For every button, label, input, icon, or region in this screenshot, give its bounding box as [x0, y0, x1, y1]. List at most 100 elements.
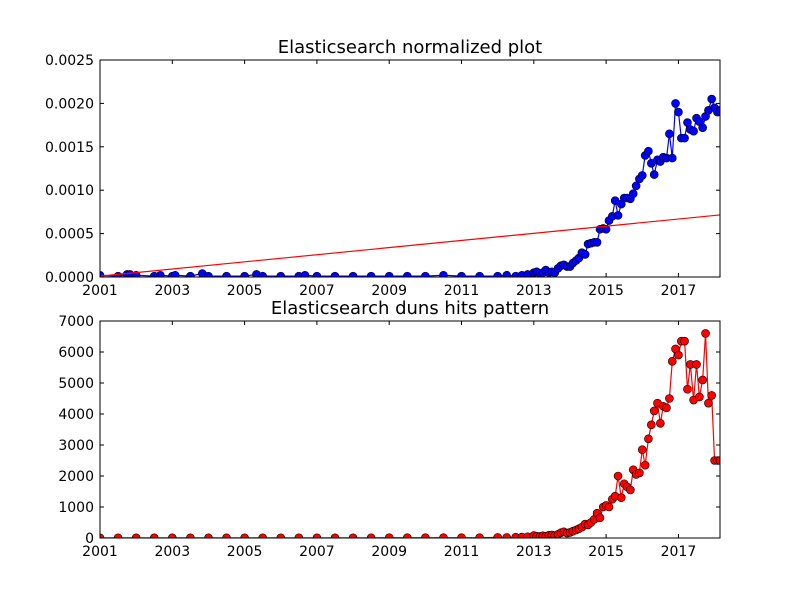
normalized-plot-series-line-1 — [100, 214, 720, 277]
duns-hits-x-tick-label: 2001 — [82, 544, 118, 560]
duns-hits-y-tick-label: 6000 — [58, 345, 94, 361]
normalized-plot-data-point — [475, 271, 484, 277]
duns-hits-data-point — [644, 434, 653, 444]
normalized-plot-data-point — [276, 271, 286, 277]
duns-hits-y-tick-label: 5000 — [58, 376, 94, 392]
normalized-plot-data-point — [613, 211, 623, 220]
duns-hits-data-point — [493, 533, 502, 538]
normalized-plot-data-point — [637, 171, 647, 180]
normalized-plot-x-tick-label: 2005 — [227, 283, 263, 299]
duns-hits-chart: Elasticsearch duns hits pattern 2001 2003… — [58, 298, 721, 560]
duns-hits-y-tick-label: 7000 — [58, 314, 94, 330]
duns-hits-x-tick-label: 2005 — [227, 544, 263, 560]
normalized-plot-x-tick-label: 2015 — [588, 283, 624, 299]
duns-hits-data-point — [647, 420, 656, 430]
normalized-plot-y-tick-label: 0.0015 — [45, 140, 94, 156]
duns-hits-y-tick-label: 4000 — [58, 407, 94, 423]
normalized-plot-title: Elasticsearch normalized plot — [278, 37, 543, 58]
normalized-plot-data-point — [580, 250, 590, 259]
duns-hits-x-tick-label: 2009 — [371, 544, 407, 560]
duns-hits-data-point — [595, 513, 605, 523]
normalized-plot-y-tick-label: 0.0005 — [45, 227, 94, 243]
duns-hits-x-tick-label: 2013 — [516, 544, 552, 560]
duns-hits-data-point — [656, 418, 665, 428]
duns-hits-data-point — [680, 336, 689, 346]
normalized-plot-data-point — [698, 123, 707, 133]
normalized-plot-data-point — [366, 271, 376, 277]
normalized-plot-chart: Elasticsearch normalized plot 2001 2003 20… — [45, 37, 721, 299]
duns-hits-data-point — [715, 456, 720, 465]
duns-hits-data-point — [640, 460, 650, 470]
normalized-plot-x-tick-label: 2007 — [299, 283, 335, 299]
duns-hits-frame — [99, 320, 721, 539]
normalized-plot-data-point — [592, 237, 602, 247]
normalized-plot-x-tick-label: 2009 — [371, 283, 407, 299]
duns-hits-x-tick-label: 2003 — [154, 544, 190, 560]
normalized-plot-data-point — [667, 153, 677, 163]
normalized-plot-data-point — [204, 271, 213, 277]
normalized-plot-data-point — [601, 224, 611, 234]
normalized-plot-data-point — [457, 271, 466, 277]
normalized-plot-data-point — [402, 271, 412, 277]
normalized-plot-x-tick-label: 2003 — [154, 283, 190, 299]
normalized-plot-data-point — [222, 271, 231, 277]
normalized-plot-x-tick-label: 2013 — [516, 283, 552, 299]
normalized-plot-data-point — [628, 189, 638, 198]
duns-hits-data-point — [637, 445, 647, 454]
normalized-plot-data-point — [715, 106, 720, 115]
normalized-plot-data-point — [186, 271, 195, 277]
normalized-plot-data-point — [384, 271, 394, 277]
normalized-plot-x-tick-label: 2011 — [444, 283, 480, 299]
duns-hits-y-tick-label: 0 — [85, 531, 94, 547]
duns-hits-data-point — [626, 485, 635, 495]
duns-hits-data-point — [604, 502, 614, 512]
duns-hits-y-tick-label: 1000 — [58, 500, 94, 516]
normalized-plot-data-point — [330, 271, 340, 277]
normalized-plot-x-axis: 2001 2003 2005 2007 2009 2011 2013 2015 2017 — [82, 60, 696, 299]
normalized-plot-x-tick-label: 2017 — [661, 283, 697, 299]
duns-hits-data-point — [662, 403, 671, 413]
duns-hits-data-point — [704, 398, 713, 408]
duns-hits-data-point — [683, 384, 692, 394]
duns-hits-data-point — [698, 375, 707, 385]
normalized-plot-frame — [99, 59, 721, 278]
duns-hits-plot-area — [100, 329, 720, 538]
duns-hits-data-point — [617, 493, 626, 503]
normalized-plot-y-tick-label: 0.0000 — [45, 270, 94, 286]
normalized-plot-series-group — [100, 94, 720, 277]
normalized-plot-data-point — [671, 99, 680, 108]
duns-hits-data-point — [635, 468, 644, 478]
normalized-plot-data-point — [240, 271, 249, 277]
normalized-plot-data-point — [312, 271, 322, 277]
duns-hits-data-point — [692, 360, 701, 369]
duns-hits-data-point — [613, 471, 623, 481]
normalized-plot-data-point — [439, 270, 448, 277]
duns-hits-series-line-0 — [100, 333, 720, 538]
normalized-plot-data-point — [170, 270, 180, 277]
normalized-plot-data-point — [156, 270, 165, 277]
duns-hits-x-tick-label: 2011 — [444, 544, 480, 560]
normalized-plot-data-point — [258, 271, 267, 277]
normalized-plot-data-point — [689, 126, 698, 136]
duns-hits-data-point — [707, 391, 716, 400]
normalized-plot-y-tick-label: 0.0020 — [45, 96, 94, 112]
duns-hits-y-tick-label: 3000 — [58, 438, 94, 454]
duns-hits-data-point — [649, 406, 659, 416]
normalized-plot-data-point — [113, 271, 123, 277]
duns-hits-x-axis: 2001 2003 2005 2007 2009 2011 2013 2015 2017 — [82, 321, 696, 560]
normalized-plot-area — [100, 94, 720, 277]
normalized-plot-data-point — [649, 170, 659, 179]
duns-hits-y-axis: 0 1000 2000 3000 4000 5000 6000 7000 — [58, 314, 720, 547]
normalized-plot-data-point — [674, 107, 683, 117]
normalized-plot-data-point — [631, 181, 641, 191]
normalized-plot-data-point — [348, 271, 358, 277]
duns-hits-x-tick-label: 2007 — [299, 544, 335, 560]
duns-hits-x-tick-label: 2015 — [588, 544, 624, 560]
duns-hits-data-point — [665, 394, 674, 403]
duns-hits-series-group — [100, 329, 720, 538]
normalized-plot-data-point — [644, 146, 653, 156]
duns-hits-data-point — [695, 392, 704, 402]
normalized-plot-data-point — [665, 129, 674, 139]
normalized-plot-y-tick-label: 0.0025 — [45, 53, 94, 69]
